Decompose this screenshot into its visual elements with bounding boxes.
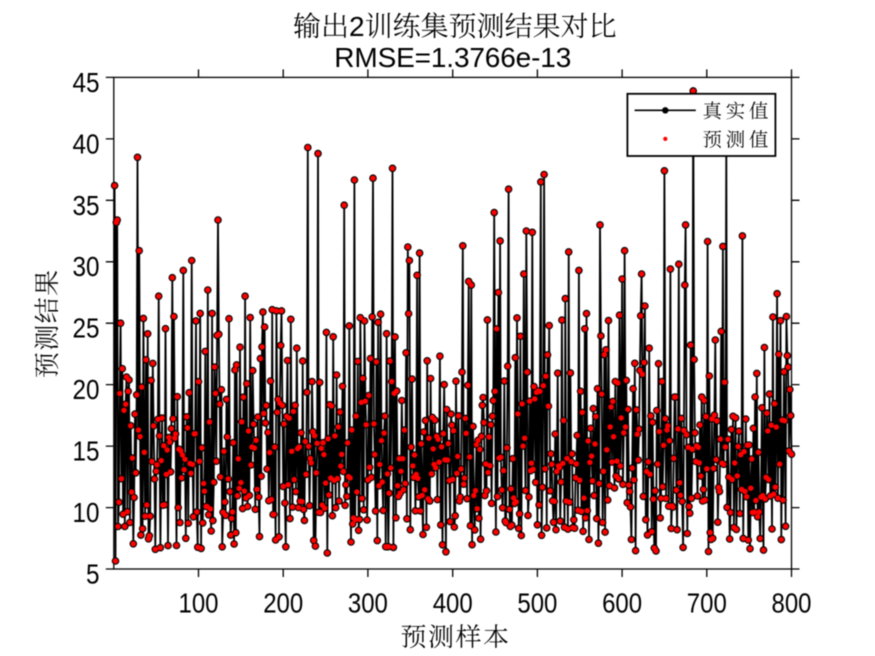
svg-text:800: 800 <box>772 588 812 619</box>
svg-text:25: 25 <box>73 313 100 344</box>
svg-text:700: 700 <box>687 588 727 619</box>
svg-text:500: 500 <box>517 588 557 619</box>
svg-text:15: 15 <box>73 436 100 467</box>
svg-text:600: 600 <box>602 588 642 619</box>
svg-text:100: 100 <box>179 588 219 619</box>
svg-text:45: 45 <box>73 67 100 98</box>
svg-text:2: 2 <box>349 11 365 42</box>
svg-text:RMSE=1.3766e-13: RMSE=1.3766e-13 <box>334 42 571 73</box>
svg-text:400: 400 <box>433 588 473 619</box>
svg-text:10: 10 <box>73 497 100 528</box>
svg-text:5: 5 <box>86 559 100 590</box>
svg-text:35: 35 <box>73 190 100 221</box>
svg-text:40: 40 <box>73 128 100 159</box>
svg-text:20: 20 <box>73 374 100 405</box>
svg-text:300: 300 <box>348 588 388 619</box>
svg-text:30: 30 <box>73 251 100 282</box>
svg-text:200: 200 <box>263 588 303 619</box>
